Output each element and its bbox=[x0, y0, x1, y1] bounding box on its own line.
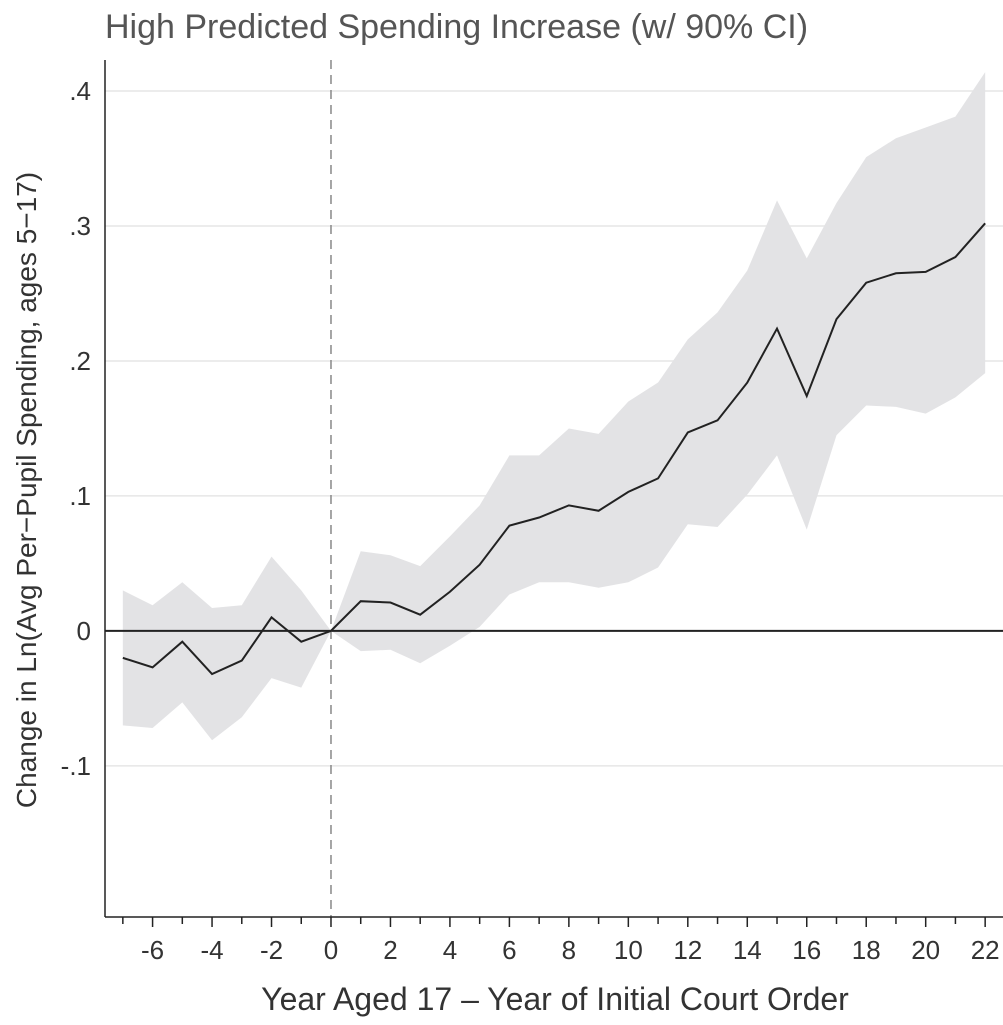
y-tick-label: -.1 bbox=[61, 751, 91, 781]
ci-band bbox=[122, 72, 986, 741]
y-axis-label: Change in Ln(Avg Per−Pupil Spending, age… bbox=[11, 172, 42, 808]
x-tick-label: -2 bbox=[260, 935, 283, 965]
x-tick-label: 16 bbox=[792, 935, 821, 965]
estimate-line bbox=[122, 222, 986, 676]
x-tick-label: 4 bbox=[443, 935, 457, 965]
x-tick-label: 8 bbox=[562, 935, 576, 965]
x-tick-label: 20 bbox=[911, 935, 940, 965]
x-tick-label: 0 bbox=[324, 935, 338, 965]
x-tick-label: -6 bbox=[141, 935, 164, 965]
x-tick-label: 2 bbox=[383, 935, 397, 965]
x-tick-label: 12 bbox=[673, 935, 702, 965]
x-tick-label: 14 bbox=[733, 935, 762, 965]
x-tick-label: 10 bbox=[614, 935, 643, 965]
y-tick-label: 0 bbox=[77, 616, 91, 646]
x-tick-label: -4 bbox=[200, 935, 223, 965]
y-tick-label: .3 bbox=[69, 211, 91, 241]
x-axis-label: Year Aged 17 – Year of Initial Court Ord… bbox=[261, 981, 849, 1017]
y-tick-label: .4 bbox=[69, 76, 91, 106]
y-tick-label: .1 bbox=[69, 481, 91, 511]
x-tick-label: 22 bbox=[971, 935, 1000, 965]
x-tick-label: 6 bbox=[502, 935, 516, 965]
x-tick-label: 18 bbox=[852, 935, 881, 965]
y-tick-label: .2 bbox=[69, 346, 91, 376]
chart-title: High Predicted Spending Increase (w/ 90%… bbox=[105, 8, 808, 46]
